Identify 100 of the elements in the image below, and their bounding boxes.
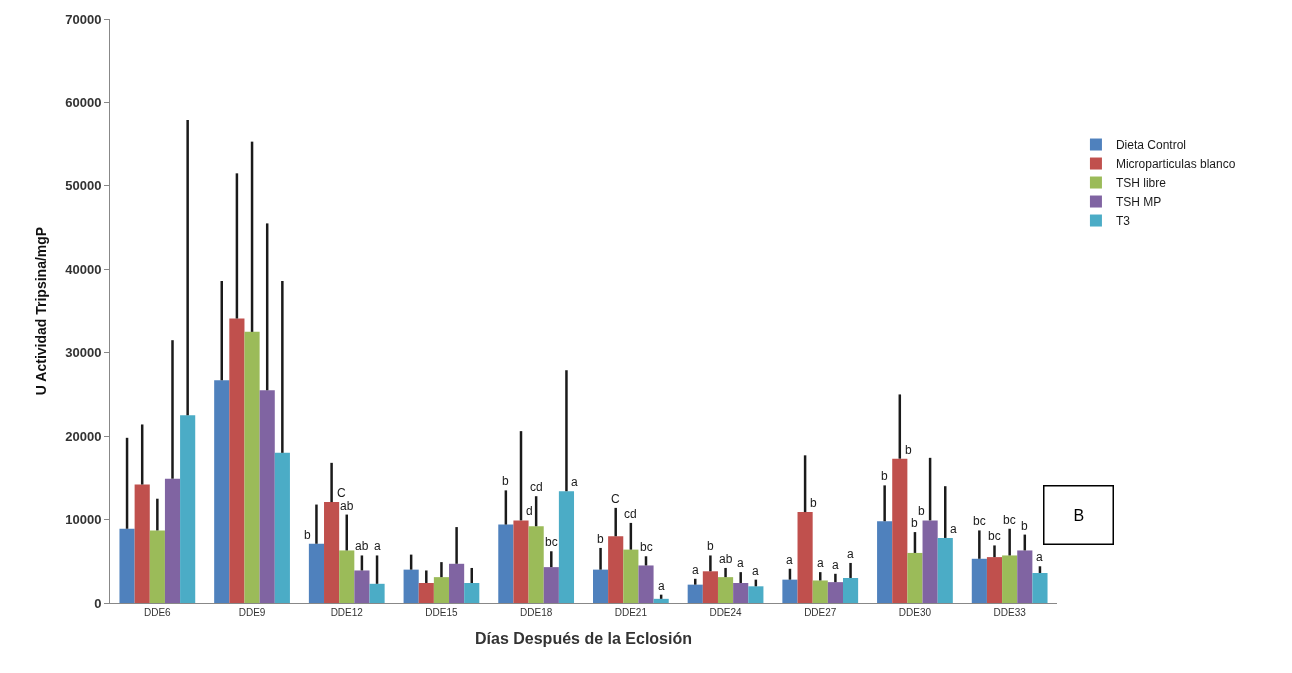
data-label: ab xyxy=(340,499,354,513)
bar xyxy=(653,598,669,603)
data-label: b xyxy=(881,469,888,483)
data-label: b xyxy=(1021,519,1028,533)
bar xyxy=(119,528,135,603)
bar xyxy=(449,563,465,603)
legend-label: T3 xyxy=(1115,214,1131,229)
bar xyxy=(513,520,529,603)
bar xyxy=(274,452,290,603)
bar xyxy=(149,530,165,603)
data-label: cd xyxy=(624,507,637,521)
bar xyxy=(638,565,654,603)
data-label: a xyxy=(950,522,957,536)
x-tick-label: DDE18 xyxy=(520,607,553,618)
data-label: a xyxy=(658,579,665,593)
data-label: bc xyxy=(988,529,1001,543)
data-label: b xyxy=(918,504,925,518)
bar xyxy=(403,569,419,603)
bar xyxy=(498,524,514,603)
data-label: a xyxy=(374,539,381,553)
bar xyxy=(922,520,938,603)
y-tick-label: 10000 xyxy=(65,512,102,528)
data-label: a xyxy=(847,547,854,561)
data-label: bc xyxy=(545,535,558,549)
data-label: bc xyxy=(1003,513,1016,527)
bar xyxy=(369,583,385,603)
bar xyxy=(907,552,923,603)
y-tick-label: 50000 xyxy=(65,178,102,194)
y-tick-label: 70000 xyxy=(65,11,102,27)
data-label: b xyxy=(707,539,714,553)
bar xyxy=(733,582,749,603)
bar xyxy=(842,577,859,603)
data-label: b xyxy=(597,532,604,546)
x-tick-label: DDE33 xyxy=(993,607,1027,618)
data-label: b xyxy=(911,516,918,530)
x-tick-label: DDE12 xyxy=(330,607,364,618)
y-tick-label: 0 xyxy=(94,595,102,611)
y-tick-label: 30000 xyxy=(65,345,102,361)
bar xyxy=(244,331,260,603)
bar xyxy=(1002,555,1018,603)
data-label: a xyxy=(786,553,793,567)
data-label: b xyxy=(905,443,912,457)
x-tick-label: DDE9 xyxy=(238,607,266,618)
bar xyxy=(592,569,609,603)
bar xyxy=(702,571,718,603)
bar xyxy=(892,458,908,603)
bar xyxy=(877,521,893,603)
bar xyxy=(418,582,434,603)
legend-label: TSH libre xyxy=(1115,176,1167,191)
data-label: C xyxy=(611,492,620,506)
bar xyxy=(986,557,1003,603)
bar xyxy=(543,567,559,603)
data-label: C xyxy=(337,486,346,500)
x-tick-label: DDE15 xyxy=(425,607,458,618)
bar xyxy=(339,550,355,603)
data-label: a xyxy=(832,558,839,572)
bar xyxy=(608,536,624,603)
bar xyxy=(812,580,828,603)
data-label: b xyxy=(810,496,817,510)
bar xyxy=(324,502,340,603)
data-label: bc xyxy=(973,514,986,528)
data-label: ab xyxy=(719,552,733,566)
data-label: d xyxy=(526,504,533,518)
bar xyxy=(164,478,181,603)
data-label: a xyxy=(737,556,744,570)
y-tick-label: 60000 xyxy=(65,94,102,110)
x-tick-label: DDE30 xyxy=(898,607,932,618)
bar xyxy=(558,491,575,603)
bar xyxy=(180,415,196,603)
text: B xyxy=(1064,506,1093,524)
bar xyxy=(354,570,370,603)
y-axis-title: U Actividad Tripsina/mgP xyxy=(32,226,49,396)
data-label: a xyxy=(752,564,759,578)
x-axis-title: Días Después de la Eclosión xyxy=(475,629,692,647)
bar xyxy=(717,577,734,603)
bar xyxy=(971,558,987,603)
data-label: b xyxy=(304,528,311,542)
x-tick-label: DDE21 xyxy=(614,607,648,618)
data-label: a xyxy=(1036,550,1043,564)
data-label: bc xyxy=(640,540,653,554)
data-label: a xyxy=(817,556,824,570)
bar xyxy=(214,380,230,603)
bar xyxy=(827,582,843,603)
legend-label: Microparticulas blanco xyxy=(1115,157,1236,172)
y-tick-label: 20000 xyxy=(65,428,102,444)
bar xyxy=(259,390,275,603)
x-tick-label: DDE6 xyxy=(144,607,172,618)
bar xyxy=(687,584,703,603)
bar xyxy=(782,579,798,603)
legend-label: Dieta Control xyxy=(1115,138,1186,153)
x-tick-label: DDE27 xyxy=(804,607,837,618)
bar xyxy=(748,586,764,603)
data-label: b xyxy=(502,474,509,488)
bar xyxy=(433,577,450,603)
bar xyxy=(937,537,953,603)
bar xyxy=(1032,572,1048,603)
bar xyxy=(464,582,480,603)
bar xyxy=(308,543,325,603)
bar xyxy=(797,512,813,603)
bar xyxy=(229,318,245,603)
